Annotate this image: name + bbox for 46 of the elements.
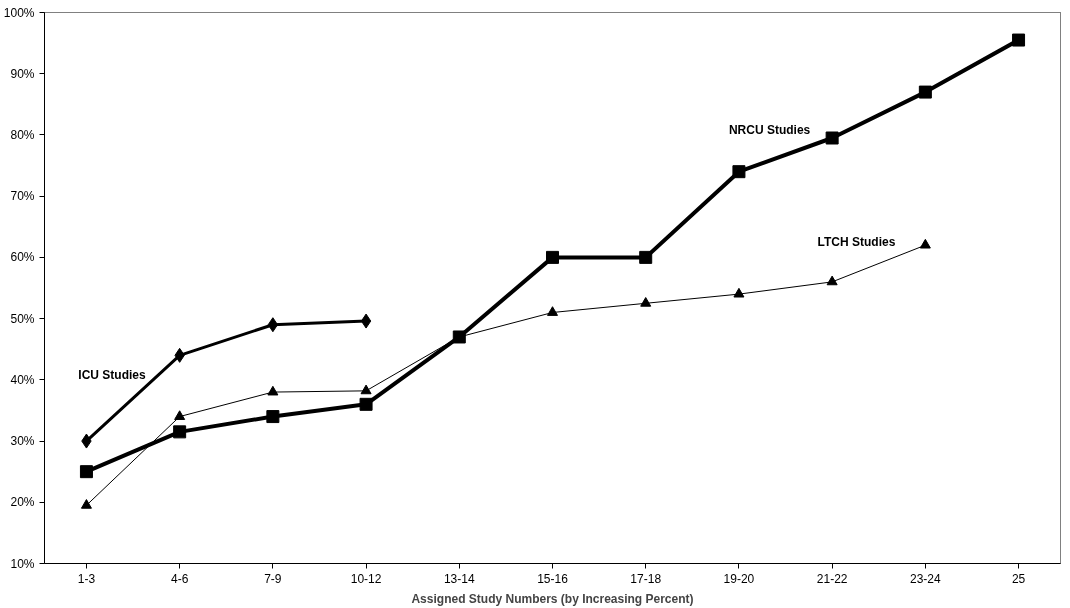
point [825, 131, 839, 145]
x-tick-label: 7-9 [264, 571, 282, 586]
point [733, 287, 745, 298]
y-tick-label: 10% [10, 556, 35, 571]
x-tick-label: 4-6 [170, 571, 189, 586]
x-tick-label: 13-14 [443, 571, 475, 586]
series-label: LTCH Studies [817, 235, 896, 250]
point [360, 384, 372, 395]
point [267, 317, 279, 333]
point [267, 385, 279, 396]
x-axis-title: Assigned Study Numbers (by Increasing Percent) [411, 591, 694, 606]
point [174, 410, 186, 420]
x-tick-label: 10-12 [350, 571, 382, 586]
point [732, 165, 746, 179]
y-tick-label: 20% [10, 495, 35, 510]
point [919, 238, 931, 249]
y-tick-label: 80% [10, 127, 35, 142]
point [826, 275, 838, 286]
y-tick-label: 50% [10, 311, 35, 326]
point [359, 397, 373, 411]
x-tick-label: 15-16 [537, 571, 569, 586]
point [918, 85, 932, 99]
point [639, 250, 653, 264]
y-tick-label: 100% [3, 5, 35, 20]
x-tick-label: 19-20 [723, 571, 755, 586]
point [173, 425, 187, 439]
x-tick-label: 23-24 [910, 571, 942, 586]
series-label: NRCU Studies [728, 122, 811, 137]
x-tick-label: 25 [1011, 571, 1026, 586]
point [640, 297, 652, 307]
y-tick-label: 60% [10, 250, 35, 265]
y-tick-label: 90% [10, 66, 35, 81]
point [80, 499, 92, 509]
y-tick-label: 40% [10, 372, 35, 387]
point [546, 250, 559, 264]
y-tick-label: 30% [10, 434, 35, 449]
series-label: ICU Studies [78, 368, 146, 383]
point [79, 465, 93, 479]
x-tick-label: 17-18 [630, 571, 662, 586]
x-tick-label: 21-22 [816, 571, 848, 586]
point [547, 306, 558, 316]
point [360, 313, 372, 329]
y-tick-label: 70% [10, 189, 35, 204]
point [1012, 33, 1026, 47]
point [266, 410, 280, 424]
x-tick-label: 1-3 [77, 571, 96, 586]
